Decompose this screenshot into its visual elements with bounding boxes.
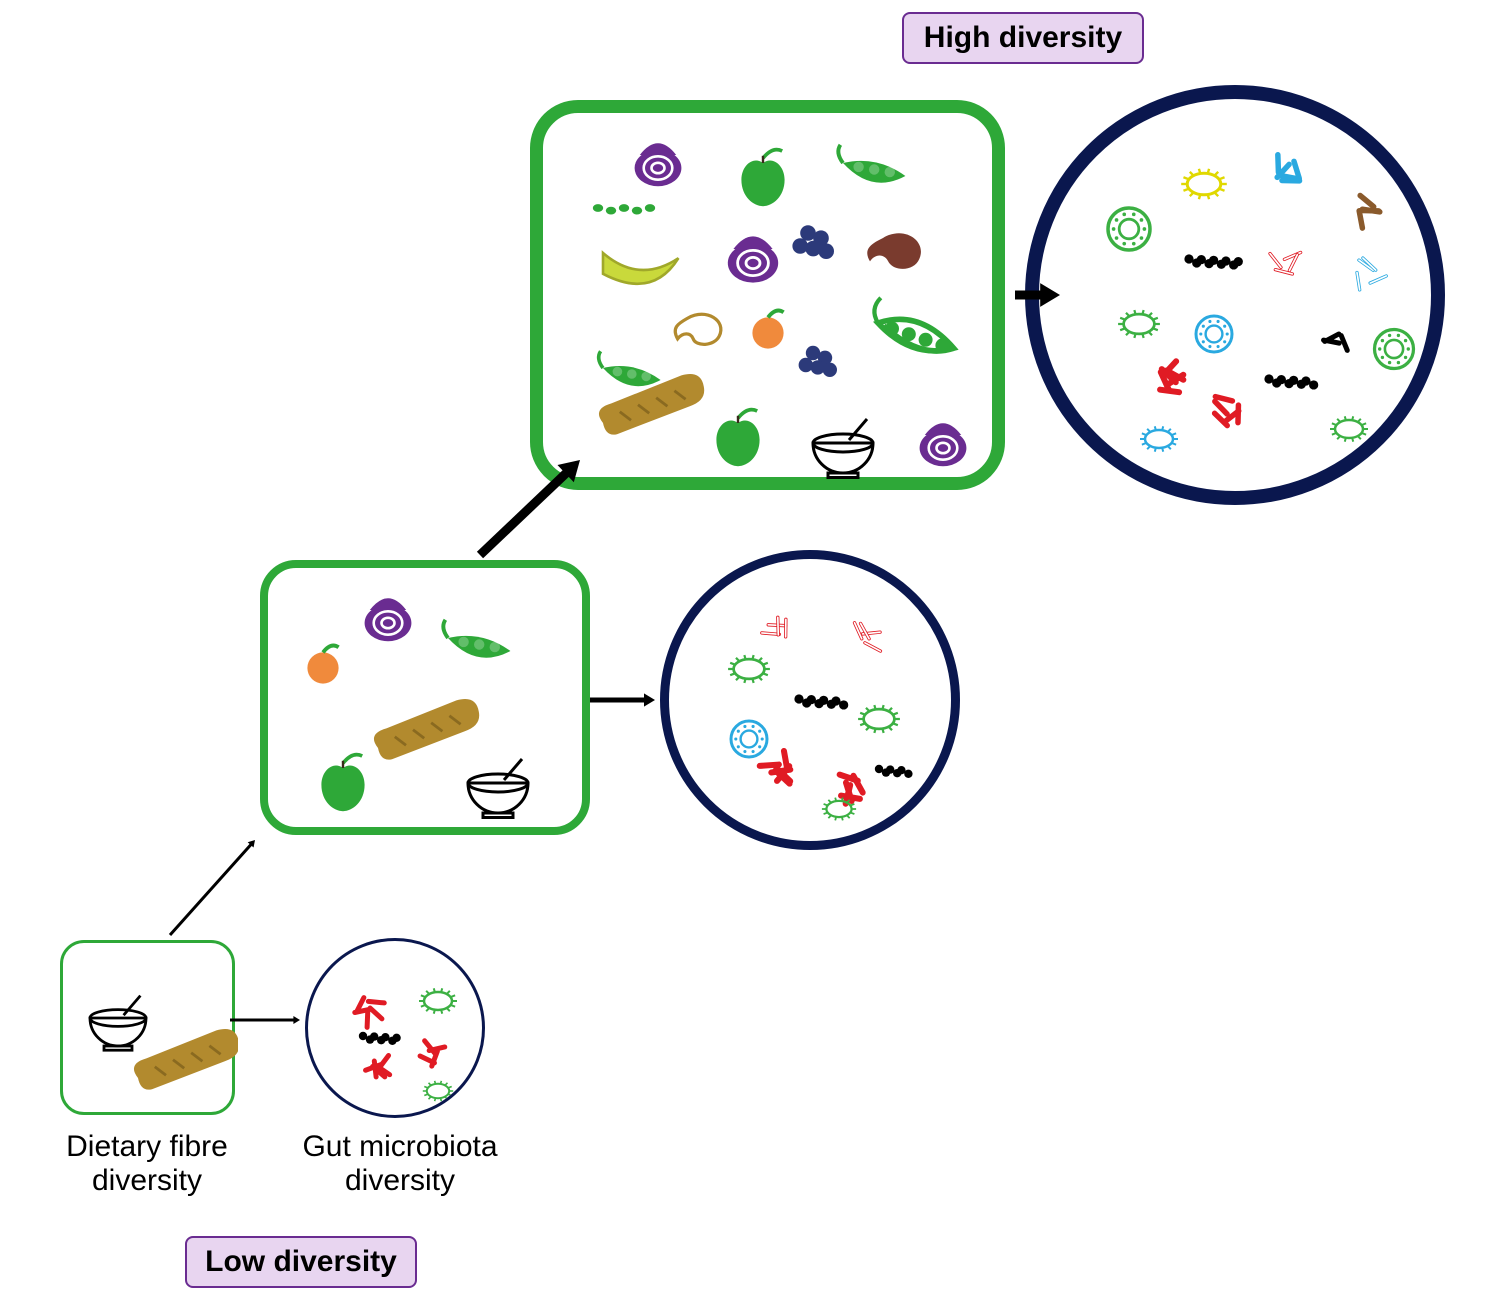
food-large-icon [543,113,1018,503]
gut-microbiota-label: Gut microbiotadiversity [270,1130,530,1198]
microbe-circle-small [305,938,485,1118]
food-small-icon [63,943,238,1118]
high-diversity-badge: High diversity [902,12,1144,64]
microbe-small-icon [308,941,485,1118]
low-diversity-badge: Low diversity [185,1236,417,1288]
food-medium-icon [268,568,598,843]
microbe-circle-large [1025,85,1445,505]
microbe-circle-medium [660,550,960,850]
food-box-small [60,940,235,1115]
diagram-canvas: High diversity Low diversity Dietary fib… [0,0,1495,1311]
food-box-medium [260,560,590,835]
low-diversity-text: Low diversity [205,1245,397,1278]
microbe-large-icon [1039,99,1445,505]
high-diversity-text: High diversity [924,21,1122,54]
food-box-large [530,100,1005,490]
microbe-medium-icon [669,559,960,850]
dietary-fibre-label: Dietary fibrediversity [42,1130,252,1198]
